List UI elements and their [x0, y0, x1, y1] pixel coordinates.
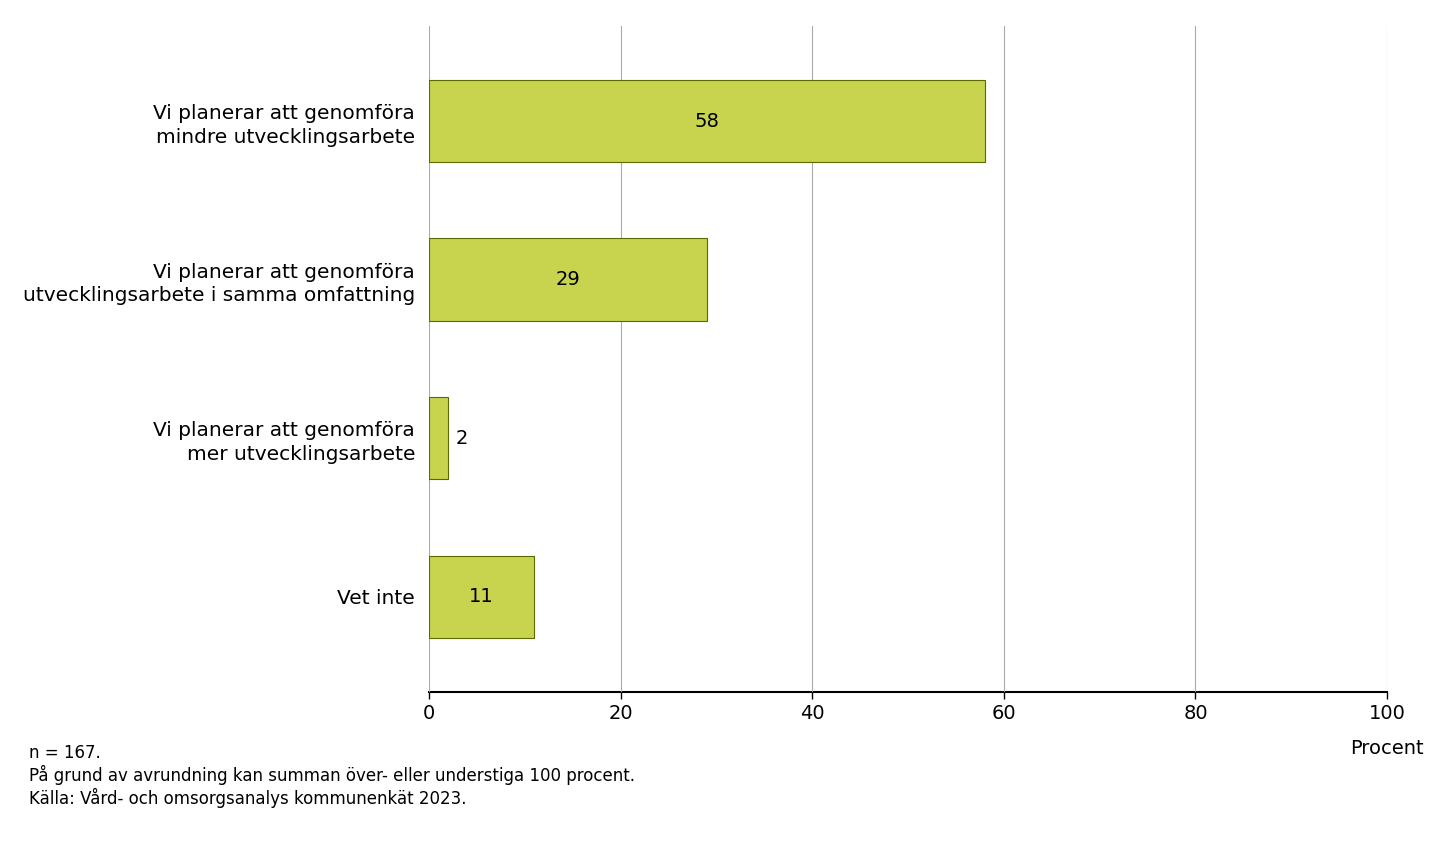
- Text: 11: 11: [469, 587, 495, 606]
- Text: n = 167.
På grund av avrundning kan summan över- eller understiga 100 procent.
K: n = 167. På grund av avrundning kan summ…: [29, 744, 635, 809]
- Bar: [429, 80, 985, 163]
- Text: 58: 58: [695, 112, 719, 131]
- Text: 2: 2: [456, 429, 468, 448]
- X-axis label: Procent: Procent: [1350, 739, 1424, 758]
- Text: 29: 29: [555, 270, 581, 289]
- Bar: [429, 555, 535, 638]
- Bar: [429, 239, 706, 321]
- Bar: [429, 397, 448, 479]
